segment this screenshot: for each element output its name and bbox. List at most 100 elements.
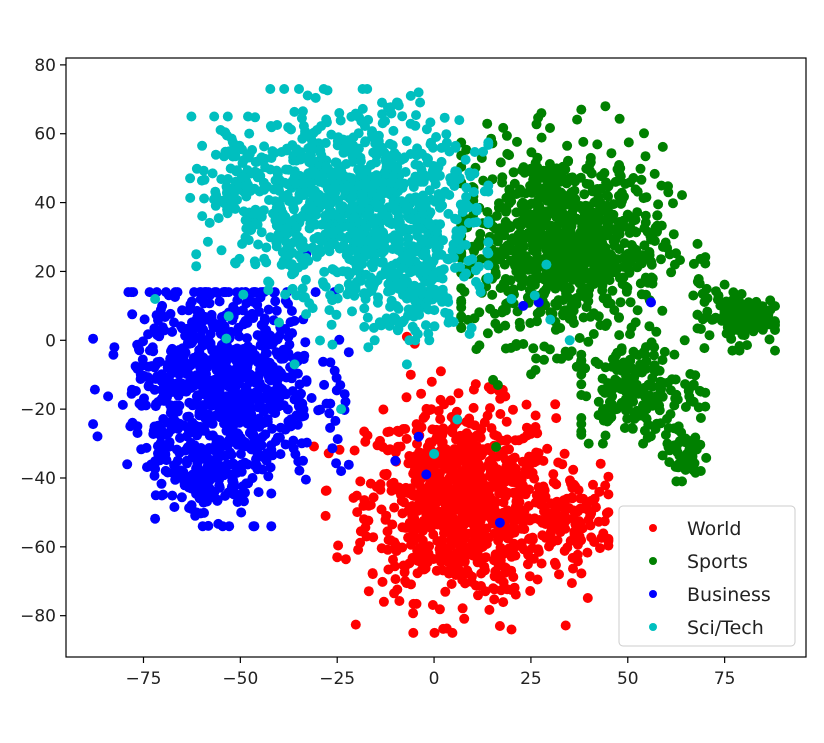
data-point [525,318,536,328]
data-point [636,253,647,264]
data-point [315,404,326,415]
data-point [640,210,651,221]
data-point [196,335,207,345]
data-point [142,462,152,473]
data-point [476,581,486,591]
data-point [614,330,625,341]
data-point [205,415,216,426]
data-point [336,404,347,415]
data-point [413,87,424,98]
data-point [426,170,437,181]
data-point [423,154,433,164]
data-point [407,456,418,466]
data-point [607,403,618,414]
data-point [176,492,187,503]
data-point [614,113,625,124]
data-point [662,413,672,424]
data-point [443,208,454,219]
data-point [388,125,399,136]
data-point [216,245,227,256]
data-point [590,225,601,235]
data-point [203,465,214,476]
data-point [433,241,444,252]
data-point [325,398,336,409]
data-point [533,544,544,555]
data-point [664,457,675,468]
data-point [459,613,470,624]
data-point [196,287,206,298]
data-point [380,265,391,276]
data-point [485,403,495,414]
data-point [630,184,641,195]
data-point [333,540,344,551]
data-point [362,312,373,323]
data-point [635,278,646,289]
data-point [492,236,503,247]
x-tick-label: 75 [714,669,736,689]
data-point [541,259,552,270]
data-point [426,457,436,468]
data-point [576,568,587,579]
y-tick-label: −20 [20,400,56,420]
data-point [389,502,400,513]
legend-label: Sports [687,551,748,573]
data-point [429,448,440,459]
data-point [306,155,317,166]
data-point [431,565,442,576]
data-point [209,350,220,361]
data-point [586,241,597,252]
data-point [456,302,467,313]
data-point [636,174,647,185]
data-point [635,163,646,174]
data-point [204,483,215,494]
data-point [191,249,202,260]
data-point [583,438,594,449]
data-point [259,316,270,327]
data-point [188,372,199,383]
data-point [576,256,587,267]
data-point [421,124,432,135]
data-point [500,476,511,487]
data-point [548,477,559,488]
data-point [150,456,161,467]
data-point [409,280,420,291]
data-point [532,152,543,163]
data-point [500,320,511,331]
data-point [382,427,393,438]
x-tick-label: −25 [319,669,355,689]
data-point [193,487,204,498]
data-point [377,576,388,587]
data-point [576,413,587,423]
data-point [222,208,233,219]
data-point [167,343,178,354]
data-point [275,389,286,400]
data-point [636,289,647,300]
data-point [515,221,526,232]
data-point [560,523,571,534]
data-point [506,342,517,353]
data-point [378,596,389,607]
data-point [150,513,161,524]
data-point [325,357,336,368]
data-point [430,179,441,190]
data-point [367,132,378,142]
data-point [514,239,524,250]
data-point [459,271,470,282]
data-point [352,507,363,518]
data-point [327,339,338,350]
data-point [530,410,541,421]
data-point [282,259,293,270]
data-point [659,346,670,357]
data-point [160,442,171,453]
data-point [485,303,496,314]
data-point [564,313,575,324]
data-point [456,225,467,236]
data-point [349,281,360,292]
data-point [603,191,613,202]
data-point [598,528,609,539]
data-point [601,293,612,304]
data-point [444,146,455,157]
data-point [495,486,506,497]
data-point [663,442,674,453]
